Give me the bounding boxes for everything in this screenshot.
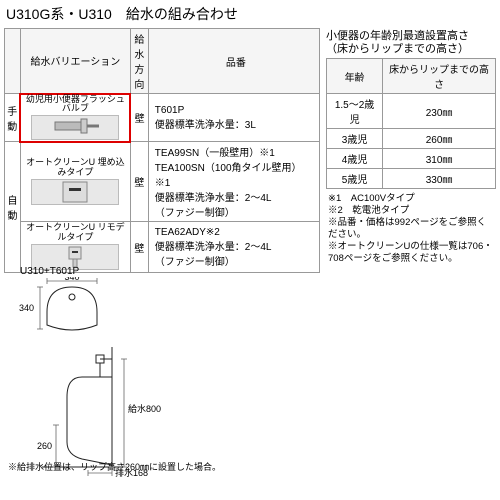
col-variation: 給水バリエーション bbox=[20, 29, 130, 94]
h-1: 260㎜ bbox=[383, 129, 496, 149]
direction-1: 壁 bbox=[130, 142, 148, 222]
part-0: T601P 便器標準洗浄水量：3L bbox=[148, 94, 319, 142]
part-2-l0: TEA62ADY※2 bbox=[155, 227, 317, 238]
page-title: U310G系・U310 給水の組み合わせ bbox=[0, 0, 500, 28]
col-part: 品番 bbox=[148, 29, 319, 94]
variation-cell-1: オートクリーンU 埋め込みタイプ bbox=[20, 142, 130, 222]
direction-0: 壁 bbox=[130, 94, 148, 142]
variation-thumb-0 bbox=[31, 115, 119, 139]
variation-caption-1: オートクリーンU 埋め込みタイプ bbox=[23, 158, 128, 178]
mode-manual: 手動 bbox=[5, 94, 21, 142]
diagram: U310+T601P 340 340 bbox=[12, 260, 212, 480]
mode-auto: 自動 bbox=[5, 142, 21, 273]
variation-thumb-1 bbox=[31, 179, 119, 205]
h-2: 310㎜ bbox=[383, 149, 496, 169]
diagram-svg: 340 340 bbox=[12, 277, 212, 477]
age-1: 3歳児 bbox=[327, 129, 383, 149]
dim-top-w: 340 bbox=[64, 277, 79, 282]
height-block: 小便器の年齢別最適設置高さ （床からリップまでの高さ） 年齢 床からリップまでの… bbox=[326, 28, 496, 265]
note-0: ※1 AC100Vタイプ bbox=[328, 193, 494, 205]
h-0: 230㎜ bbox=[383, 94, 496, 129]
part-0-l0: T601P bbox=[155, 105, 317, 116]
note-3: ※オートクリーンUの仕様一覧は706・708ページをご参照ください。 bbox=[328, 241, 494, 265]
height-col-age: 年齢 bbox=[327, 59, 383, 94]
note-2: ※品番・価格は992ページをご参照ください。 bbox=[328, 217, 494, 241]
note-1: ※2 乾電池タイプ bbox=[328, 205, 494, 217]
diagram-footnote: ※給排水位置は、リップ高さ260㎜に設置した場合。 bbox=[8, 460, 221, 473]
height-title-l2: （床からリップまでの高さ） bbox=[326, 43, 496, 56]
col-direction: 給水方向 bbox=[130, 29, 148, 94]
col-mode bbox=[5, 29, 21, 94]
variation-caption-0: 幼児用小便器フラッシュバルブ bbox=[21, 95, 129, 115]
variation-caption-2: オートクリーンU リモデルタイプ bbox=[23, 223, 128, 243]
dim-lower-h: 260 bbox=[37, 441, 52, 451]
supply-table: 給水バリエーション 給水方向 品番 手動 幼児用小便器フラッシュバルブ bbox=[4, 28, 320, 273]
age-3: 5歳児 bbox=[327, 169, 383, 189]
part-1-l1: TEA100SN（100角タイル壁用）※1 bbox=[155, 159, 317, 189]
part-2-l1: 便器標準洗浄水量：2～4L bbox=[155, 238, 317, 253]
diagram-label: U310+T601P bbox=[12, 260, 212, 277]
height-col-h: 床からリップまでの高さ bbox=[383, 59, 496, 94]
dim-upper-h: 340 bbox=[19, 303, 34, 313]
variation-cell-0: 幼児用小便器フラッシュバルブ bbox=[20, 94, 130, 142]
notes: ※1 AC100Vタイプ ※2 乾電池タイプ ※品番・価格は992ページをご参照… bbox=[326, 189, 496, 264]
h-3: 330㎜ bbox=[383, 169, 496, 189]
part-0-l1: 便器標準洗浄水量：3L bbox=[155, 116, 317, 131]
age-2: 4歳児 bbox=[327, 149, 383, 169]
part-1: TEA99SN（一般壁用）※1 TEA100SN（100角タイル壁用）※1 便器… bbox=[148, 142, 319, 222]
part-1-l0: TEA99SN（一般壁用）※1 bbox=[155, 144, 317, 159]
part-1-l3: （ファジー制御） bbox=[155, 204, 317, 219]
age-0: 1.5～2歳児 bbox=[327, 94, 383, 129]
dim-supply: 給水800 bbox=[128, 403, 161, 414]
height-title-l1: 小便器の年齢別最適設置高さ bbox=[326, 30, 496, 43]
height-title: 小便器の年齢別最適設置高さ （床からリップまでの高さ） bbox=[326, 28, 496, 58]
height-table: 年齢 床からリップまでの高さ 1.5～2歳児230㎜ 3歳児260㎜ 4歳児31… bbox=[326, 58, 496, 189]
part-1-l2: 便器標準洗浄水量：2～4L bbox=[155, 189, 317, 204]
